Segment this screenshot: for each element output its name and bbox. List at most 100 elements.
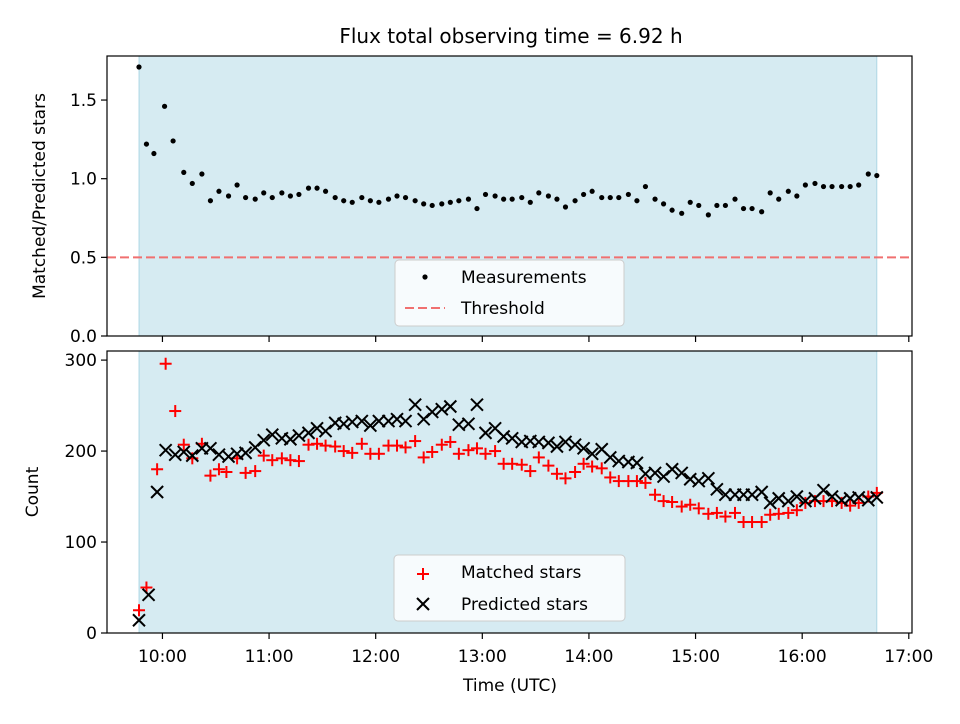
matched-star-point [346,446,359,459]
predicted-star-point [177,445,191,459]
predicted-star-point [825,489,839,504]
predicted-star-point [790,489,804,504]
matched-star-point [559,472,572,485]
matched-star-point [132,604,145,617]
measurement-point [722,202,729,209]
measurement-point [740,205,747,212]
measurement-point [332,194,338,201]
predicted-star-point [398,414,413,428]
measurement-point [509,196,515,202]
matched-star-point [391,439,404,452]
matched-star-point [212,463,225,476]
measurement-point [669,207,675,213]
measurement-point [136,64,142,70]
bottom-y-tick-label: 100 [65,533,97,553]
bottom-y-axis-ticks: 0 100 200 300 [65,351,107,644]
top-y-tick-label: 0.5 [70,248,97,268]
predicted-star-point [283,432,298,446]
matched-star-point [399,441,412,454]
predicted-star-point [798,494,813,508]
measurement-point [181,169,187,176]
measurement-point [856,182,862,188]
top-y-axis-ticks: 0.0 0.5 1.0 1.5 [70,91,107,347]
x-tick-label: 12:00 [351,647,400,667]
predicted-star-point [816,483,831,497]
predicted-star-point [648,466,662,480]
measurement-point [225,193,232,199]
predicted-star-point [150,485,164,499]
matched-star-point [220,465,233,478]
x-tick-label: 11:00 [245,647,294,667]
measurement-point [492,193,498,199]
measurement-point [252,196,258,202]
x-axis-label: Time (UTC) [462,676,557,696]
matched-star-point [542,459,555,472]
measurement-point [616,194,622,201]
predicted-star-point [665,462,679,476]
matched-star-point [729,506,742,519]
measurement-point [847,183,853,190]
predicted-star-point [310,421,324,436]
measurement-point [562,204,569,210]
predicted-star-point [203,441,218,456]
predicted-star-point [692,474,706,488]
predicted-star-point [158,443,173,457]
measurement-point [519,194,525,201]
bottom-x-axis-ticks: 10:00 11:00 12:00 13:00 14:00 15:00 16:00 17:00 [138,633,933,667]
predicted-star-point [674,466,689,480]
matched-star-point [337,445,350,458]
bottom-legend-box [393,554,626,622]
measurement-point [287,193,293,199]
bottom-y-tick-label: 0 [86,624,97,644]
measurement-point [456,198,462,204]
matched-star-point [755,516,768,529]
matched-star-point [470,442,483,455]
measurement-point [151,150,157,157]
predicted-star-point [603,450,617,465]
matched-star-point [266,454,279,467]
x-tick-label: 16:00 [778,647,827,667]
matched-star-point [204,469,217,482]
top-panel: 0.0 0.5 1.0 1.5 Matched/Predicted stars Mea… [30,55,913,347]
measurement-point [216,188,222,194]
measurement-point [261,190,267,196]
measurement-point [385,196,392,202]
predicted-star-point [851,490,866,505]
predicted-star-point [265,427,279,442]
measurement-point [874,172,880,179]
predicted-star-point [185,448,200,463]
matched-star-point [515,458,528,471]
predicted-star-point [861,493,875,507]
measurement-point [829,183,835,190]
measurement-points [136,64,880,218]
matched-star-point [257,449,270,462]
predicted-star-point [132,613,146,627]
measurement-point [501,196,507,202]
top-y-axis-label: Matched/Predicted stars [30,93,50,299]
measurement-point [679,210,685,216]
measurement-point [421,201,427,207]
measurement-point [322,188,329,194]
measurement-point [376,199,382,205]
measurement-point [865,171,871,177]
legend-predicted-label: Predicted stars [461,595,588,615]
measurement-point [812,180,818,187]
measurement-point [749,205,755,212]
bottom-y-tick-label: 300 [65,351,97,371]
predicted-star-point [292,428,306,443]
predicted-star-point [470,397,484,412]
matched-star-point [249,465,262,478]
measurement-point [794,193,800,199]
matched-star-point [275,452,288,465]
predicted-star-point [141,588,156,602]
measurement-point [412,198,418,204]
matched-star-point [719,510,732,523]
x-tick-label: 15:00 [671,647,720,667]
matched-star-point [550,467,563,480]
measurement-point [554,196,560,202]
measurement-point [536,190,542,196]
chart-title: Flux total observing time = 6.92 h [339,24,682,48]
legend-matched-marker [417,568,429,580]
bottom-y-axis-label: Count [23,466,43,517]
